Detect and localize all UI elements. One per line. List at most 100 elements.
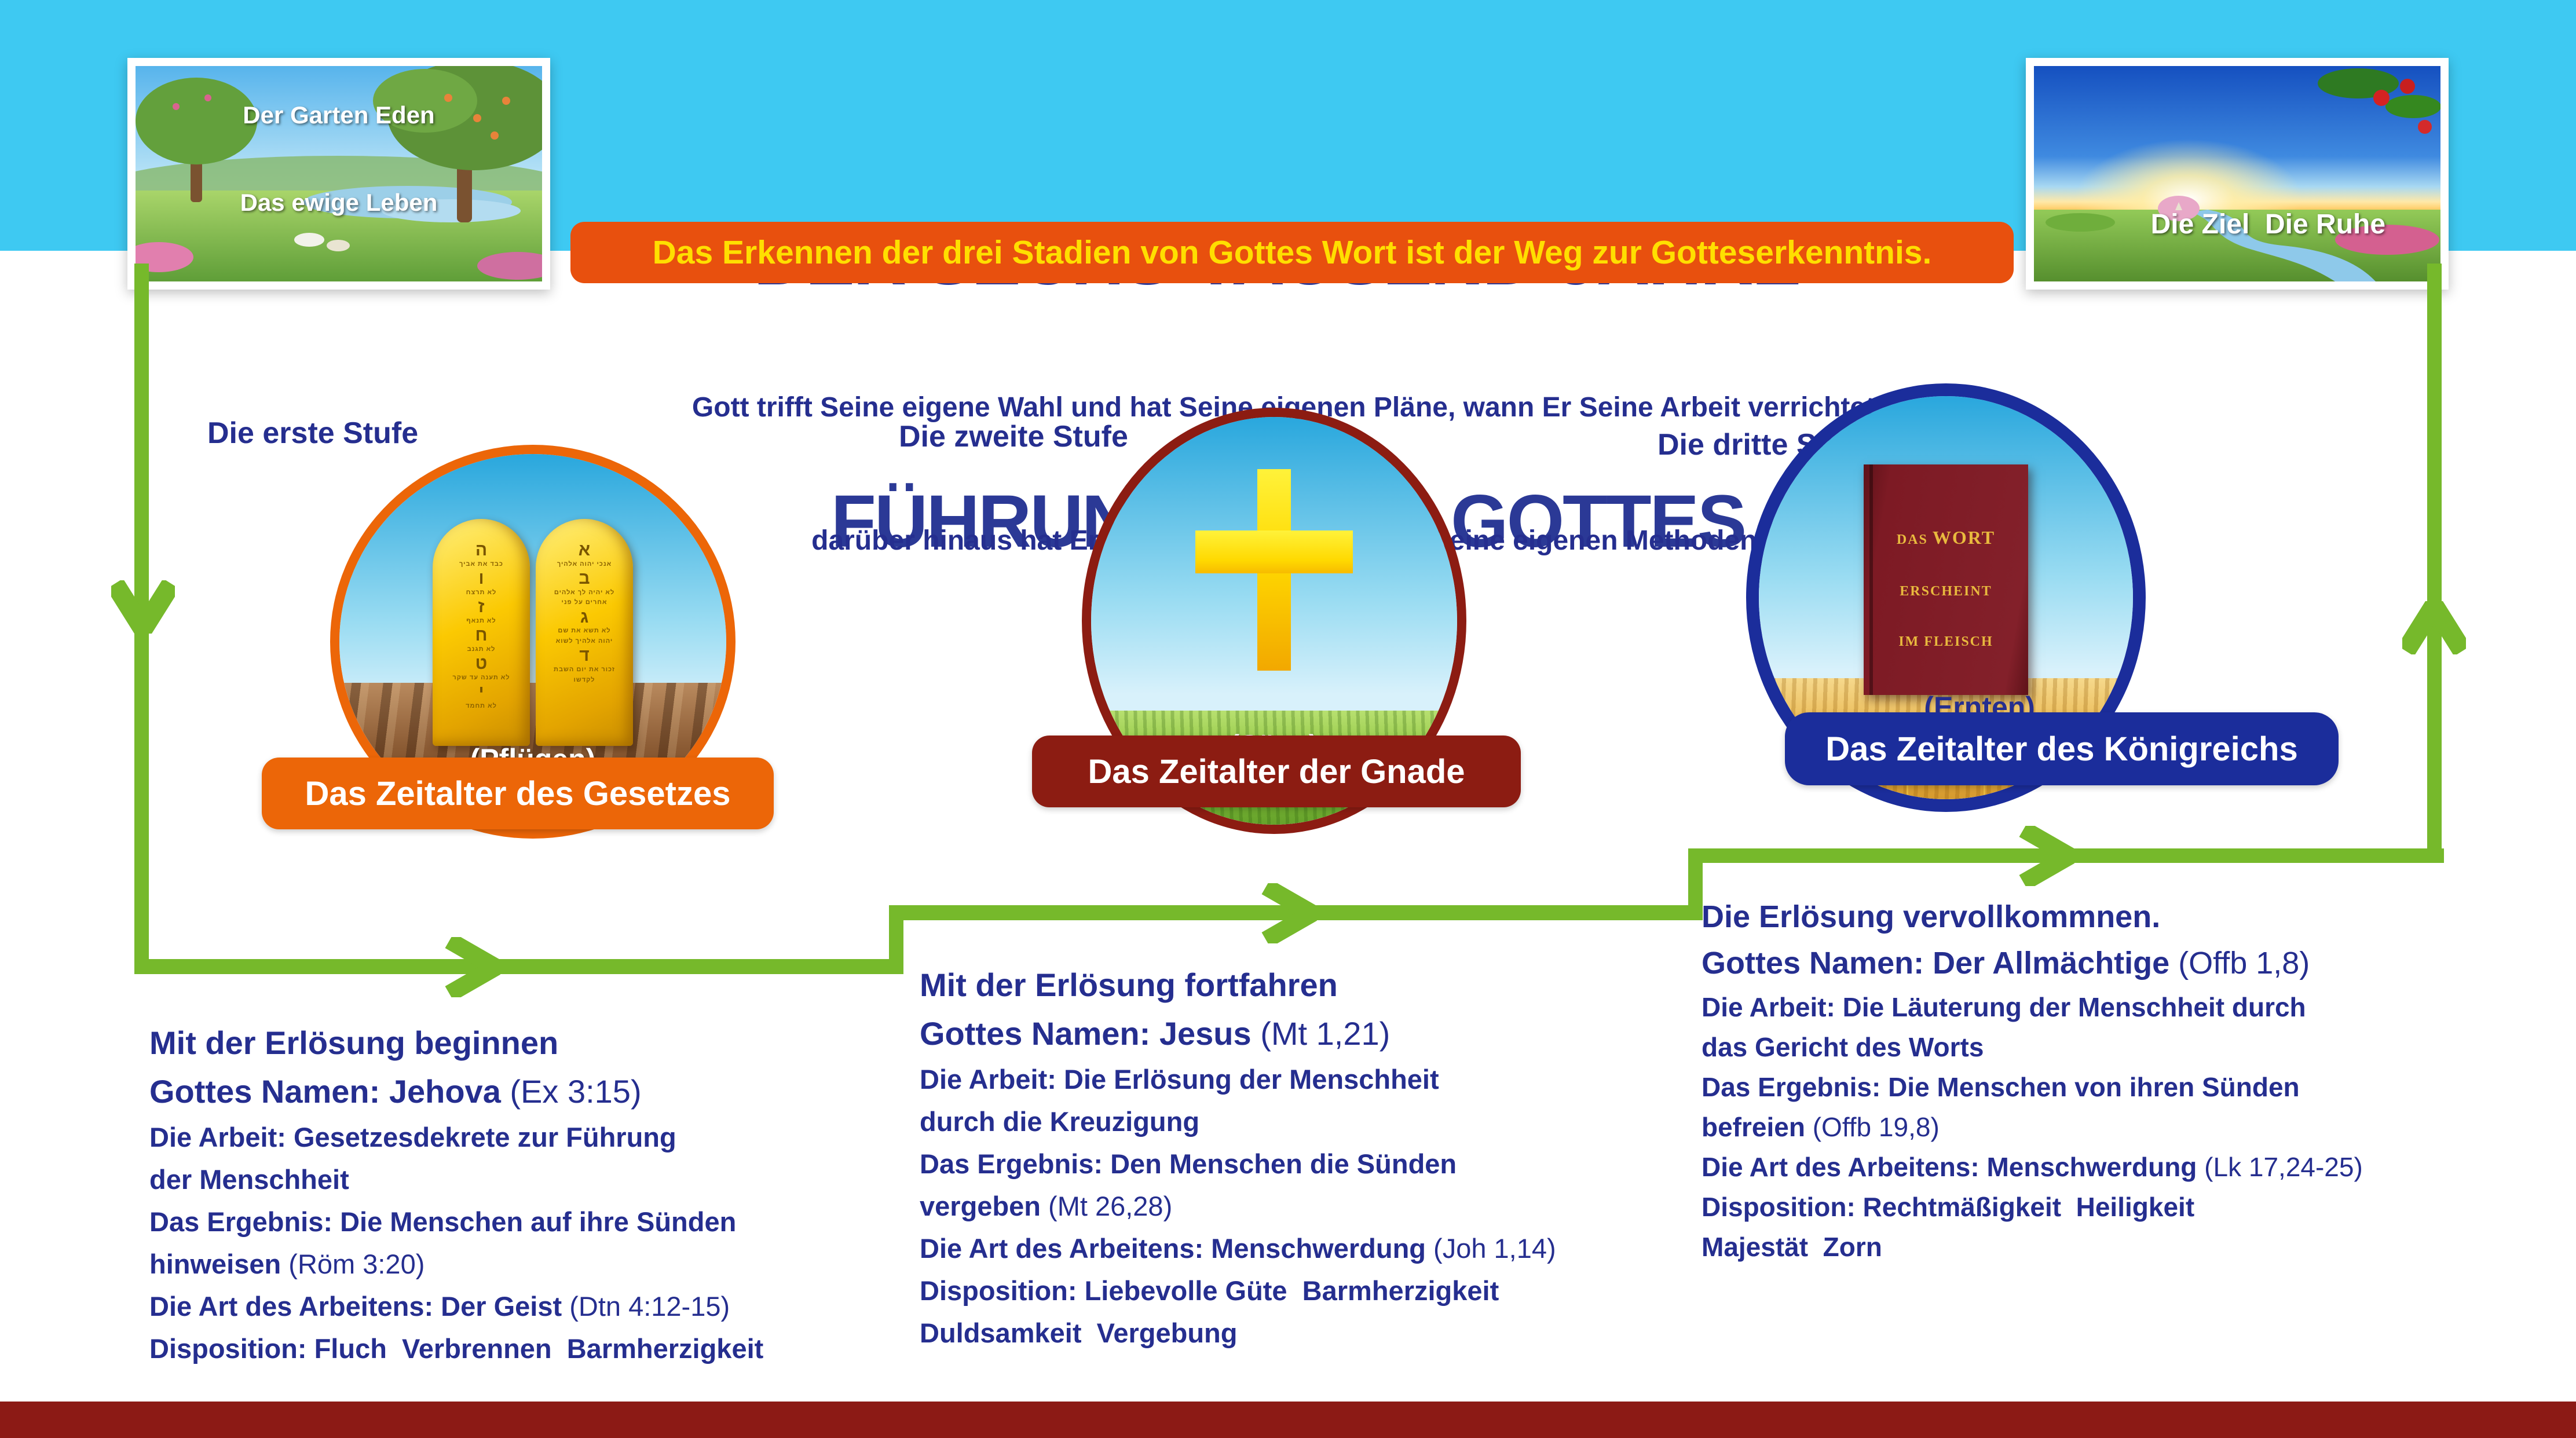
detail-line: Duldsamkeit Vergebung [920,1317,1730,1359]
tablet-letter: ז [478,597,485,617]
arrow-right-icon [2019,826,2074,886]
eden-fruit [502,97,510,105]
rest-hedge [2046,213,2115,232]
detail-bold: das Gericht des Worts [1702,1032,1984,1062]
tablet-script: לא יהיה לך אלהים אחרים על פני [554,588,615,606]
detail-line: Die Erlösung vervollkommnen. [1702,899,2570,945]
eden-photo: Der Garten Eden Das ewige Leben [127,58,550,290]
tablet-letter: ח [475,625,488,645]
eden-sheep [294,233,324,247]
detail-line: hinweisen (Röm 3:20) [149,1248,937,1290]
eden-sheep [327,240,350,251]
tablet-left: ה כבד את אביך ו לא תרצח ז לא תנאף ח לא ת… [433,519,530,746]
detail-line: der Menschheit [149,1163,937,1206]
detail-ref: (Mt 26,28) [1040,1191,1173,1221]
tablet-right: א אנכי יהוה אלהיך ב לא יהיה לך אלהים אחר… [536,519,633,746]
detail-bold: Duldsamkeit Vergebung [920,1318,1238,1348]
detail-bold: Gottes Namen: Der Allmächtige [1702,946,2170,980]
rest-illustration [2034,66,2440,281]
rest-caption: Die Ziel Die Ruhe [2034,177,2440,272]
detail-line: Das Ergebnis: Die Menschen von ihren Sün… [1702,1071,2570,1111]
eden-fruit [473,114,481,122]
detail-bold: durch die Kreuzigung [920,1106,1200,1137]
detail-ref: (Dtn 4:12-15) [562,1291,730,1322]
timeline-step1 [889,920,903,974]
detail-ref: (Lk 17,24-25) [2197,1152,2363,1182]
arrow-right-icon [1261,883,1317,943]
tablet-script: אנכי יהוה אלהיך [557,560,612,568]
book-title-line3: IM FLEISCH [1898,634,1993,649]
eden-river-glint [382,199,521,222]
detail-bold: Gottes Namen: Jehova [149,1073,501,1110]
eden-fruit [491,131,499,140]
detail-line: Mit der Erlösung fortfahren [920,966,1730,1015]
detail-line: Die Art des Arbeitens: Menschwerdung (Jo… [920,1232,1730,1275]
detail-bold: Die Art des Arbeitens: Menschwerdung [1702,1152,2197,1182]
detail-bold: Das Ergebnis: Die Menschen auf ihre Sünd… [149,1206,737,1237]
detail-bold: Die Arbeit: Die Erlösung der Menschheit [920,1064,1439,1095]
timeline-right-vertical [2427,264,2442,863]
timeline-segment1 [134,959,903,974]
eden-left-tree-canopy [136,78,257,164]
tablet-script: לא תגנב [467,645,496,653]
tablet-script: לא תרצח [466,588,497,596]
tablet-letter: ד [579,646,590,665]
detail-line: Das Ergebnis: Den Menschen die Sünden [920,1148,1730,1190]
book-seal-line3: DES KÖNIGREICHS [1917,797,1975,804]
detail-line: vergeben (Mt 26,28) [920,1190,1730,1232]
apple [2373,90,2390,106]
detail-bold: Die Erlösung vervollkommnen. [1702,899,2161,934]
tablet-letter: ו [478,569,484,588]
detail-ref: (Ex 3:15) [500,1073,642,1110]
tablet-letter: י [478,682,484,702]
rest-river [2190,210,2376,281]
tablet-script: כבד את אביך [459,560,504,568]
apple [2400,79,2415,94]
detail-ref: (Mt 1,21) [1251,1015,1391,1052]
book-spine [1869,464,1873,695]
detail-bold: vergeben [920,1191,1041,1221]
eden-big-tree-canopy2 [373,69,477,133]
detail-line: befreien (Offb 19,8) [1702,1111,2570,1151]
stage1-details: Mit der Erlösung beginnen Gottes Namen: … [149,1024,937,1375]
detail-line: Das Ergebnis: Die Menschen auf ihre Sünd… [149,1206,937,1248]
detail-line: Disposition: Liebevolle Güte Barmherzigk… [920,1275,1730,1317]
age-of-grace-text: Das Zeitalter der Gnade [1088,752,1465,791]
word-appears-in-flesh-book: DAS WORT ERSCHEINT IM FLEISCH DIE BIBEL … [1864,464,2028,799]
key-message-banner: Das Erkennen der drei Stadien von Gottes… [570,222,2014,283]
detail-line: Disposition: Fluch Verbrennen Barmherzig… [149,1333,937,1375]
detail-ref: (Joh 1,14) [1426,1233,1556,1264]
detail-line: Gottes Namen: Jesus (Mt 1,21) [920,1015,1730,1063]
detail-ref: (Offb 1,8) [2169,946,2310,980]
age-of-kingdom-pill: Das Zeitalter des Königreichs [1785,712,2339,785]
rest-scene: Die Ziel Die Ruhe [2034,66,2440,281]
eden-flowers-left [136,242,193,272]
detail-bold: Disposition: Fluch Verbrennen Barmherzig… [149,1333,764,1364]
detail-bold: Die Arbeit: Gesetzesdekrete zur Führung [149,1122,676,1152]
arrow-right-icon [445,937,500,997]
tablet-script: לא תחמד [466,702,497,709]
rest-spire [2175,202,2182,210]
detail-line: das Gericht des Worts [1702,1031,2570,1071]
arrow-up-icon [2402,601,2466,654]
eden-blossom [204,94,211,101]
eden-fruit [444,94,452,102]
eden-big-tree-trunk [457,153,472,222]
tablet-letter: א [578,540,591,559]
detail-line: Die Art des Arbeitens: Der Geist (Dtn 4:… [149,1290,937,1333]
eden-scene: Der Garten Eden Das ewige Leben [136,66,542,281]
age-of-law-pill: Das Zeitalter des Gesetzes [262,758,774,829]
detail-line: Die Art des Arbeitens: Menschwerdung (Lk… [1702,1151,2570,1191]
stone-tablets: ה כבד את אביך ו לא תרצח ז לא תנאף ח לא ת… [433,519,633,746]
stage1-label: Die erste Stufe [207,416,419,450]
detail-bold: Die Art des Arbeitens: Der Geist [149,1291,562,1322]
stage2-details: Mit der Erlösung fortfahren Gottes Namen… [920,966,1730,1359]
detail-line: Majestät Zorn [1702,1231,2570,1271]
apple-branch-leaves [2385,95,2440,118]
detail-line: Mit der Erlösung beginnen [149,1024,937,1073]
rest-flower-field [2335,225,2439,255]
footer-band [0,1402,2576,1438]
detail-bold: Disposition: Rechtmäßigkeit Heiligkeit [1702,1192,2195,1222]
key-message-text: Das Erkennen der drei Stadien von Gottes… [652,234,1932,271]
eden-caption: Der Garten Eden Das ewige Leben [136,66,542,276]
